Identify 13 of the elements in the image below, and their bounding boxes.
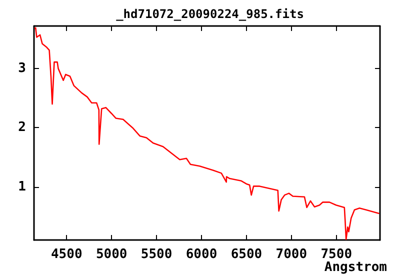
x-tick-label: 5500 xyxy=(140,247,172,262)
y-tick-label: 3 xyxy=(18,61,26,76)
x-tick-label: 7000 xyxy=(276,247,308,262)
y-tick-label: 2 xyxy=(18,120,26,136)
x-axis-title: Angstrom xyxy=(324,260,388,275)
x-tick-label: 7500 xyxy=(320,247,352,262)
chart-title: _hd71072_20090224_985.fits xyxy=(116,7,304,21)
line-series xyxy=(34,27,380,240)
x-tick-label: 6500 xyxy=(230,247,262,262)
x-tick-label: 5000 xyxy=(96,247,128,262)
x-tick-label: 4500 xyxy=(50,247,82,262)
y-tick-label: 1 xyxy=(18,179,26,194)
x-tick-label: 6000 xyxy=(186,247,218,262)
